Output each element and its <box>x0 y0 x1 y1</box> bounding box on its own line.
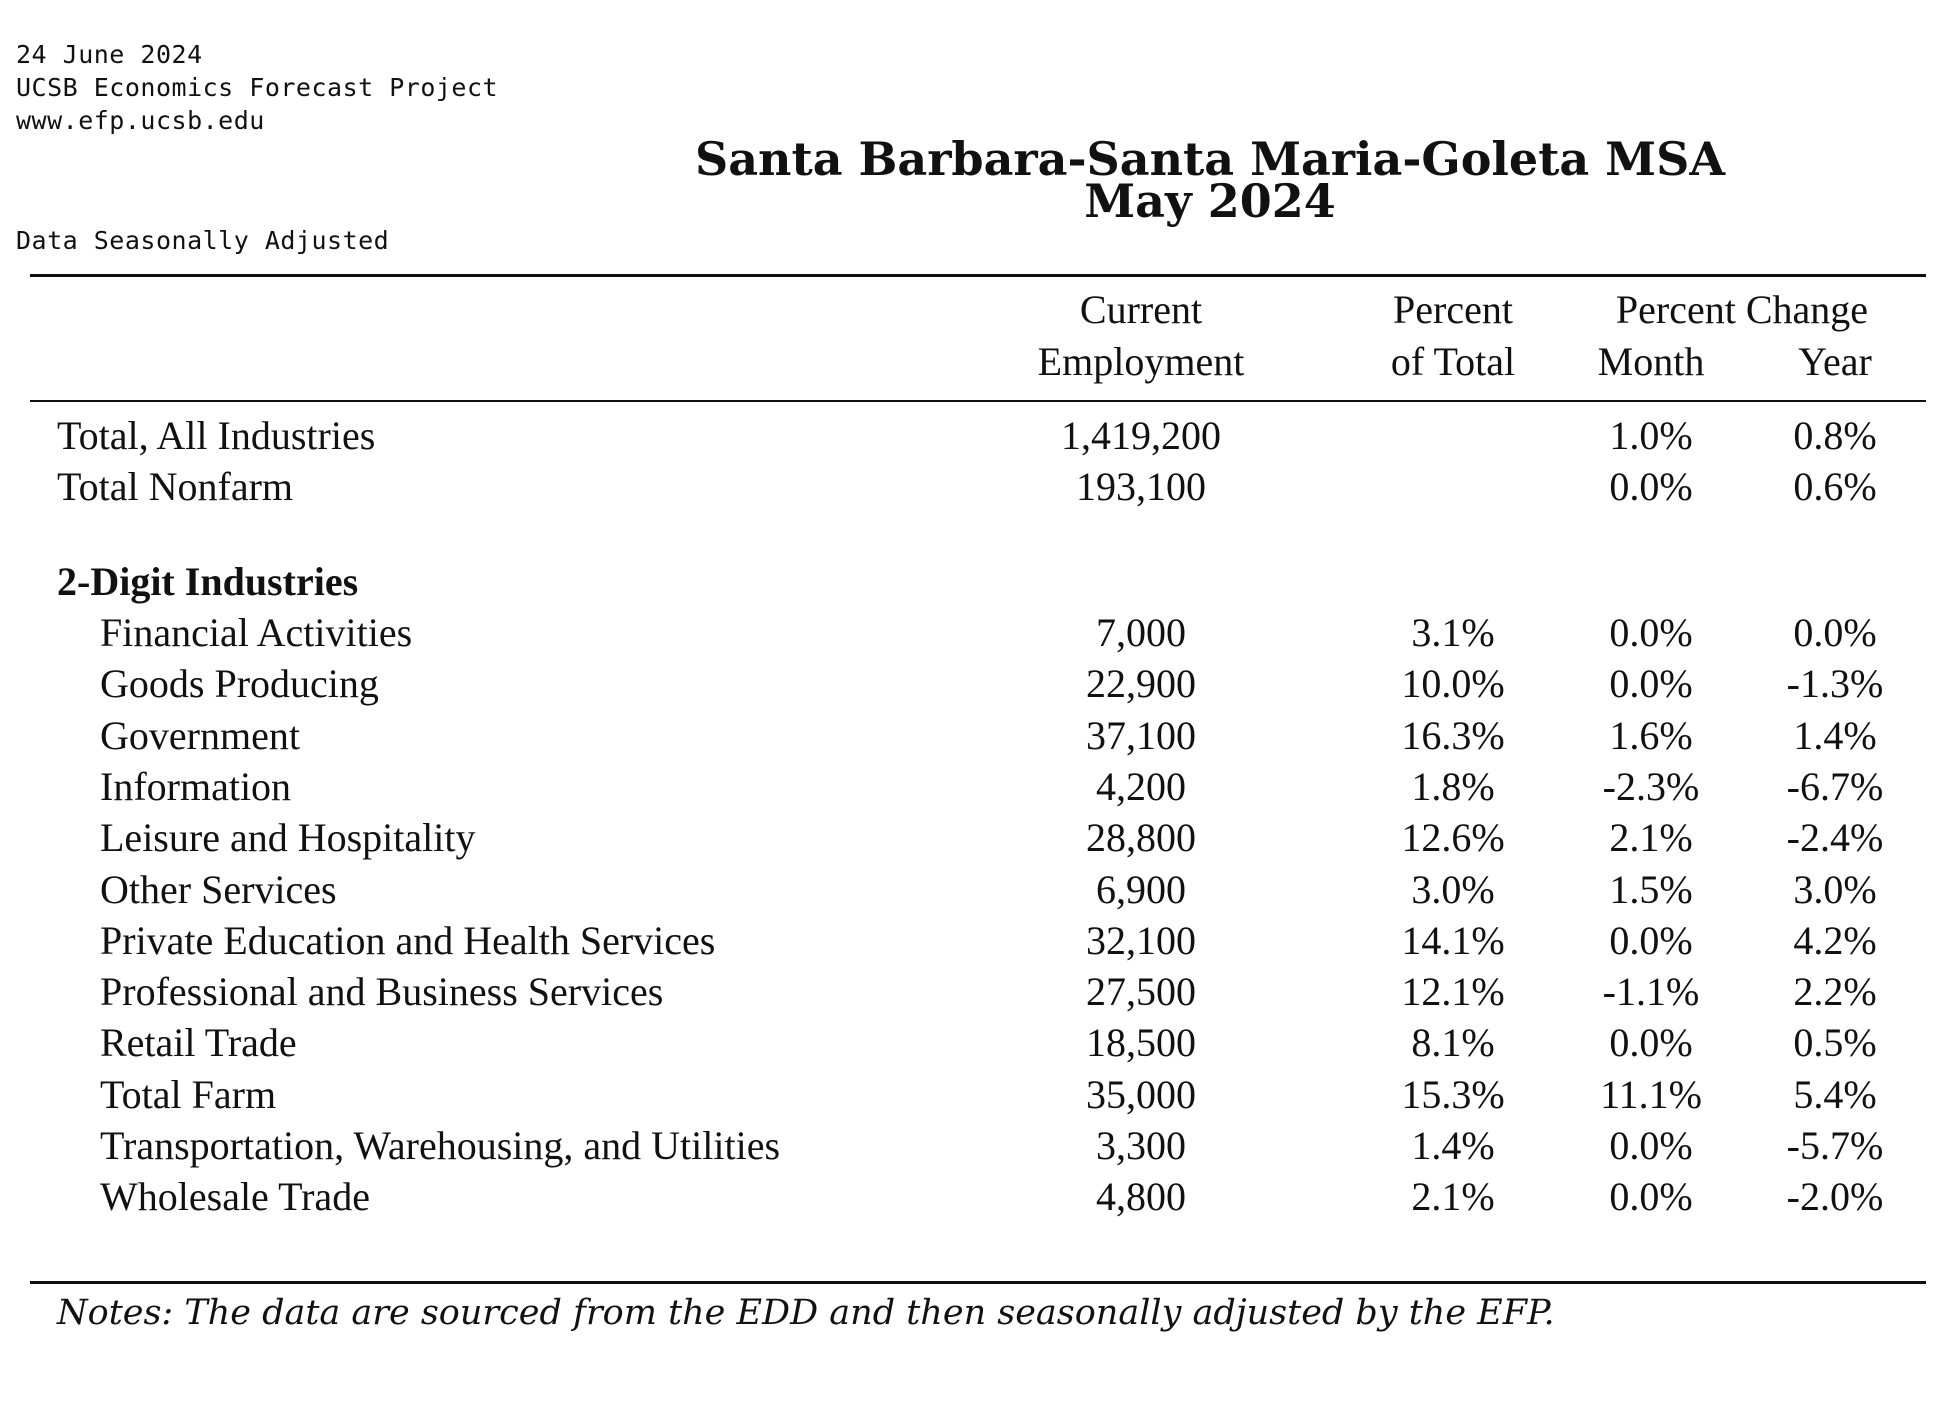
month-change-cell: 0.0% <box>1609 1020 1693 1066</box>
year-change-cell: -1.3% <box>1786 661 1884 707</box>
table-top-rule <box>30 274 1926 277</box>
year-change-cell: 3.0% <box>1793 866 1877 912</box>
header-percent-change: Percent Change <box>1615 287 1869 332</box>
employment-cell: 6,900 <box>1096 866 1186 912</box>
year-change-cell: 0.6% <box>1793 464 1877 510</box>
percent-of-total-cell: 3.0% <box>1411 866 1495 912</box>
adjustment-note: Data Seasonally Adjusted <box>16 226 390 255</box>
report-metadata: 24 June 2024 UCSB Economics Forecast Pro… <box>16 38 498 137</box>
table-header-rule <box>30 400 1926 402</box>
page-title: Santa Barbara-Santa Maria-Goleta MSA <box>694 132 1726 186</box>
year-change-cell: 0.0% <box>1793 610 1877 655</box>
year-change-cell: -2.4% <box>1786 815 1884 861</box>
row-label: Retail Trade <box>100 1020 297 1066</box>
header-year: Year <box>1798 339 1872 384</box>
year-change-cell: -6.7% <box>1786 763 1884 809</box>
employment-cell: 1,419,200 <box>1061 413 1221 458</box>
report-organization: UCSB Economics Forecast Project <box>16 73 499 102</box>
employment-cell: 32,100 <box>1086 917 1196 963</box>
percent-of-total-cell: 14.1% <box>1401 917 1505 963</box>
year-change-cell: 1.4% <box>1793 712 1877 758</box>
percent-of-total-cell: 15.3% <box>1401 1071 1505 1117</box>
row-label: Financial Activities <box>100 610 413 655</box>
report-url: www.efp.ucsb.edu <box>16 106 265 135</box>
employment-cell: 4,800 <box>1096 1174 1186 1220</box>
employment-cell: 3,300 <box>1096 1123 1186 1168</box>
employment-cell: 18,500 <box>1086 1020 1196 1066</box>
header-employment-line1: Current <box>1079 287 1203 332</box>
row-label: Leisure and Hospitality <box>100 815 476 861</box>
month-change-cell: 0.0% <box>1609 917 1693 963</box>
month-change-cell: -2.3% <box>1602 763 1700 809</box>
percent-of-total-cell: 3.1% <box>1411 610 1495 655</box>
header-percent-line2: of Total <box>1390 339 1516 384</box>
percent-of-total-cell: 10.0% <box>1401 661 1505 707</box>
row-label: Wholesale Trade <box>100 1174 370 1220</box>
row-label: Government <box>100 712 300 758</box>
row-label: Transportation, Warehousing, and Utiliti… <box>100 1123 781 1168</box>
row-label: Information <box>100 763 292 809</box>
percent-of-total-cell: 1.4% <box>1411 1123 1495 1168</box>
employment-cell: 4,200 <box>1096 763 1186 809</box>
percent-of-total-cell: 16.3% <box>1401 712 1505 758</box>
row-label: Goods Producing <box>100 661 379 707</box>
year-change-cell: -2.0% <box>1786 1174 1884 1220</box>
month-change-cell: 1.5% <box>1609 866 1693 912</box>
year-change-cell: 2.2% <box>1793 969 1877 1015</box>
table-bottom-rule <box>30 1281 1926 1284</box>
employment-cell: 37,100 <box>1086 712 1196 758</box>
employment-cell: 27,500 <box>1086 969 1196 1015</box>
month-change-cell: 0.0% <box>1609 1174 1693 1220</box>
report-date: 24 June 2024 <box>16 40 203 69</box>
month-change-cell: 0.0% <box>1609 1123 1693 1168</box>
row-label: Private Education and Health Services <box>100 917 716 963</box>
percent-of-total-cell: 12.6% <box>1401 815 1505 861</box>
employment-cell: 7,000 <box>1096 610 1186 655</box>
month-change-cell: 1.6% <box>1609 712 1693 758</box>
percent-of-total-cell: 2.1% <box>1411 1174 1495 1220</box>
percent-of-total-cell: 12.1% <box>1401 969 1505 1015</box>
month-change-cell: 0.0% <box>1609 661 1693 707</box>
employment-cell: 193,100 <box>1076 464 1206 510</box>
month-change-cell: 11.1% <box>1600 1071 1702 1117</box>
page-subtitle: May 2024 <box>1084 174 1336 228</box>
header-percent-line1: Percent <box>1393 287 1513 332</box>
row-label: Total, All Industries <box>57 413 376 458</box>
employment-cell: 35,000 <box>1086 1071 1196 1117</box>
month-change-cell: 2.1% <box>1609 815 1693 861</box>
row-label: Total Farm <box>100 1071 277 1117</box>
month-change-cell: 1.0% <box>1609 413 1693 458</box>
month-change-cell: -1.1% <box>1602 969 1700 1015</box>
employment-cell: 22,900 <box>1086 661 1196 707</box>
year-change-cell: 0.8% <box>1793 413 1877 458</box>
month-change-cell: 0.0% <box>1609 464 1693 510</box>
month-change-cell: 0.0% <box>1609 610 1693 655</box>
percent-of-total-cell: 1.8% <box>1411 763 1495 809</box>
header-employment-line2: Employment <box>1037 339 1245 384</box>
table-notes: Notes: The data are sourced from the EDD… <box>57 1293 1555 1333</box>
row-label: Professional and Business Services <box>100 969 664 1015</box>
section-heading: 2-Digit Industries <box>57 559 359 604</box>
row-label: Other Services <box>100 866 337 912</box>
year-change-cell: -5.7% <box>1786 1123 1884 1168</box>
percent-of-total-cell: 8.1% <box>1411 1020 1495 1066</box>
header-month: Month <box>1597 339 1705 384</box>
row-label: Total Nonfarm <box>57 464 294 510</box>
year-change-cell: 4.2% <box>1793 917 1877 963</box>
year-change-cell: 5.4% <box>1793 1071 1877 1117</box>
year-change-cell: 0.5% <box>1793 1020 1877 1066</box>
employment-cell: 28,800 <box>1086 815 1196 861</box>
